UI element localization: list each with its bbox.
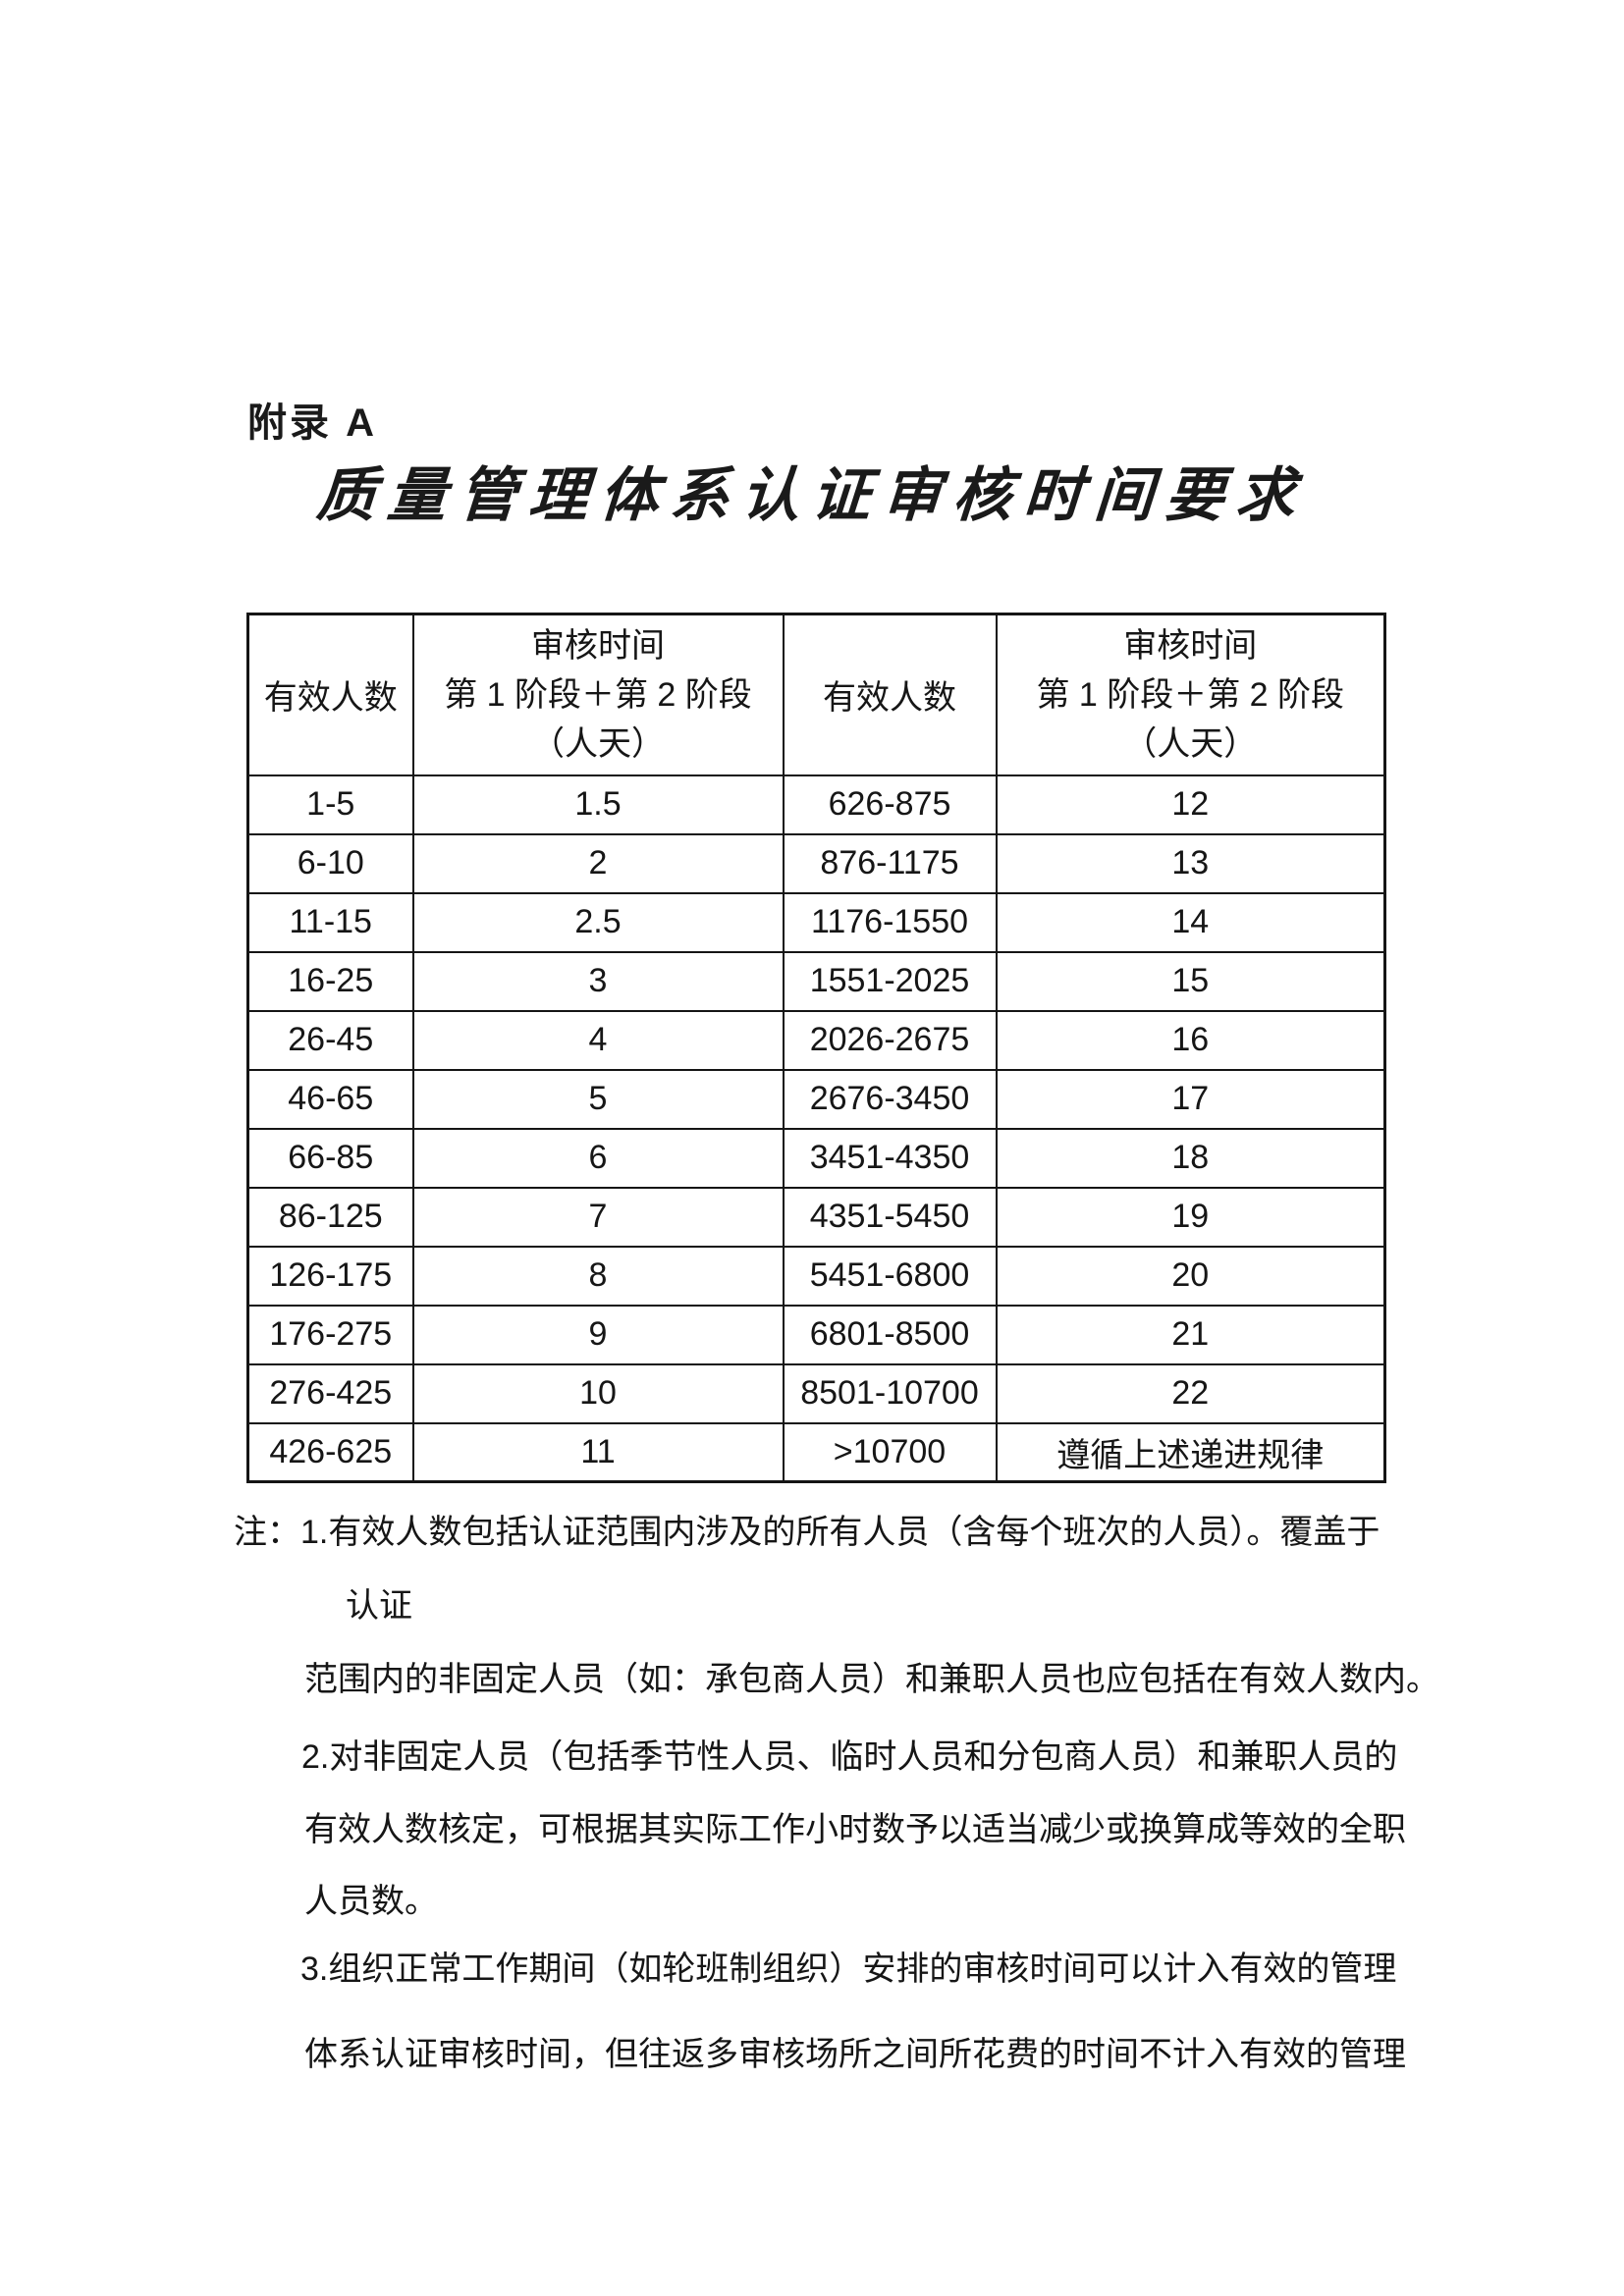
audit-time-table: 有效人数 审核时间 第 1 阶段＋第 2 阶段 （人天） 有效人数 审核时间 第… — [246, 613, 1386, 1483]
table-cell: 2676-3450 — [782, 1068, 998, 1130]
table-cell: 3 — [411, 950, 785, 1012]
header-audit-time-line2: 第 1 阶段＋第 2 阶段 — [1036, 675, 1345, 714]
table-cell: 1-5 — [246, 774, 414, 835]
header-audit-time-2: 审核时间 第 1 阶段＋第 2 阶段 （人天） — [995, 613, 1386, 776]
table-row: 1-5 1.5 626-875 12 — [246, 774, 1386, 835]
table-cell: 3451-4350 — [782, 1127, 998, 1189]
table-cell: 13 — [995, 832, 1386, 894]
table-cell: 16-25 — [246, 950, 414, 1012]
table-cell: 20 — [995, 1245, 1386, 1307]
appendix-label: 附录 A — [247, 401, 377, 445]
table-row: 176-275 9 6801-8500 21 — [246, 1304, 1386, 1365]
table-cell: 1551-2025 — [782, 950, 998, 1012]
table-cell: 276-425 — [246, 1362, 414, 1424]
note-line: 2.对非固定人员（包括季节性人员、临时人员和分包商人员）和兼职人员的 — [301, 1738, 1398, 1776]
table-row: 6-10 2 876-1175 13 — [246, 832, 1386, 894]
note-line: 认证 — [346, 1587, 412, 1625]
table-cell: 7 — [411, 1186, 785, 1248]
table-header-row: 有效人数 审核时间 第 1 阶段＋第 2 阶段 （人天） 有效人数 审核时间 第… — [246, 613, 1386, 776]
table-cell: 5 — [411, 1068, 785, 1130]
table-row: 426-625 11 >10700 遵循上述递进规律 — [246, 1421, 1386, 1483]
table-cell: 16 — [995, 1009, 1386, 1071]
note-line: 有效人数核定，可根据其实际工作小时数予以适当减少或换算成等效的全职 — [304, 1811, 1406, 1848]
table-cell: 6 — [411, 1127, 785, 1189]
table-cell: 6-10 — [246, 832, 414, 894]
table-cell: 86-125 — [246, 1186, 414, 1248]
header-audit-time-line3: （人天） — [1123, 724, 1258, 763]
table-cell: 14 — [995, 891, 1386, 953]
table-cell: 8501-10700 — [782, 1362, 998, 1424]
table-cell: 11-15 — [246, 891, 414, 953]
table-row: 86-125 7 4351-5450 19 — [246, 1186, 1386, 1248]
note-line: 注：1.有效人数包括认证范围内涉及的所有人员（含每个班次的人员）。覆盖于 — [234, 1514, 1380, 1551]
table-cell: 176-275 — [246, 1304, 414, 1365]
table-cell: 22 — [995, 1362, 1386, 1424]
table-cell: >10700 — [782, 1421, 998, 1483]
table-cell: 10 — [411, 1362, 785, 1424]
table-cell: 2026-2675 — [782, 1009, 998, 1071]
table-row: 16-25 3 1551-2025 15 — [246, 950, 1386, 1012]
header-audit-time-1: 审核时间 第 1 阶段＋第 2 阶段 （人天） — [411, 613, 785, 776]
header-audit-time-line1: 审核时间 — [1123, 626, 1258, 665]
table-row: 46-65 5 2676-3450 17 — [246, 1068, 1386, 1130]
table-cell: 17 — [995, 1068, 1386, 1130]
table-cell: 2 — [411, 832, 785, 894]
table-cell: 1.5 — [411, 774, 785, 835]
header-audit-time-line3: （人天） — [531, 724, 665, 763]
table-cell: 1176-1550 — [782, 891, 998, 953]
table-cell: 876-1175 — [782, 832, 998, 894]
header-audit-time-line1: 审核时间 — [531, 626, 665, 665]
note-line: 3.组织正常工作期间（如轮班制组织）安排的审核时间可以计入有效的管理 — [300, 1950, 1397, 1988]
table-cell: 12 — [995, 774, 1386, 835]
table-row: 11-15 2.5 1176-1550 14 — [246, 891, 1386, 953]
table-cell: 4351-5450 — [782, 1186, 998, 1248]
table-cell: 遵循上述递进规律 — [995, 1421, 1386, 1483]
table-cell: 4 — [411, 1009, 785, 1071]
table-cell: 46-65 — [246, 1068, 414, 1130]
table-row: 66-85 6 3451-4350 18 — [246, 1127, 1386, 1189]
table-cell: 9 — [411, 1304, 785, 1365]
table-cell: 6801-8500 — [782, 1304, 998, 1365]
table-cell: 26-45 — [246, 1009, 414, 1071]
table-row: 126-175 8 5451-6800 20 — [246, 1245, 1386, 1307]
table-cell: 19 — [995, 1186, 1386, 1248]
header-audit-time-line2: 第 1 阶段＋第 2 阶段 — [444, 675, 752, 714]
table-cell: 126-175 — [246, 1245, 414, 1307]
table-cell: 2.5 — [411, 891, 785, 953]
header-effective-people-1: 有效人数 — [246, 613, 414, 776]
table-cell: 5451-6800 — [782, 1245, 998, 1307]
header-effective-people-2: 有效人数 — [782, 613, 998, 776]
note-line: 人员数。 — [304, 1883, 438, 1920]
table-cell: 8 — [411, 1245, 785, 1307]
table-cell: 21 — [995, 1304, 1386, 1365]
table-cell: 66-85 — [246, 1127, 414, 1189]
table-row: 26-45 4 2026-2675 16 — [246, 1009, 1386, 1071]
table-cell: 626-875 — [782, 774, 998, 835]
table-cell: 18 — [995, 1127, 1386, 1189]
page-title: 质量管理体系认证审核时间要求 — [314, 461, 1310, 530]
table-cell: 426-625 — [246, 1421, 414, 1483]
table-cell: 15 — [995, 950, 1386, 1012]
note-line: 范围内的非固定人员（如：承包商人员）和兼职人员也应包括在有效人数内。 — [304, 1661, 1439, 1698]
table-row: 276-425 10 8501-10700 22 — [246, 1362, 1386, 1424]
table-cell: 11 — [411, 1421, 785, 1483]
note-line: 体系认证审核时间，但往返多审核场所之间所花费的时间不计入有效的管理 — [304, 2036, 1406, 2073]
